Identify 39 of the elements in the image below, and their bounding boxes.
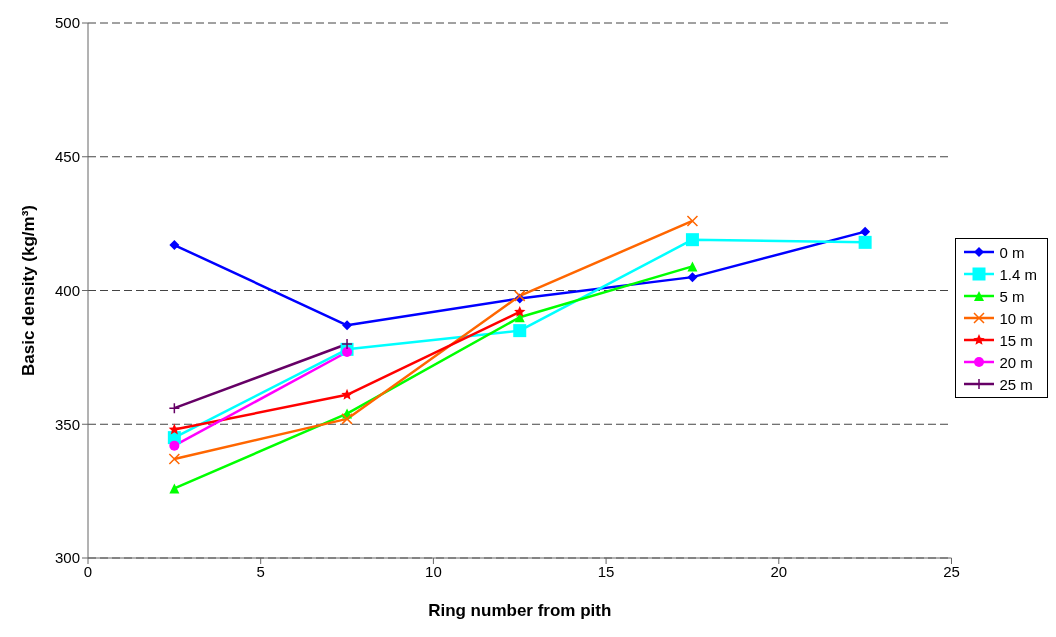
x-tick-label: 0: [83, 562, 93, 580]
legend-label: 25 m: [999, 375, 1033, 393]
point: [168, 402, 181, 414]
legend-label: 15 m: [999, 331, 1033, 349]
point: [341, 338, 353, 350]
point: [687, 261, 698, 272]
point: [342, 347, 353, 358]
y-tick-label: 400: [54, 281, 80, 299]
y-tick-label: 500: [54, 14, 80, 32]
point: [687, 272, 698, 283]
legend-label: 1.4 m: [999, 265, 1037, 283]
x-tick-label: 10: [425, 562, 442, 580]
y-tick-label: 450: [54, 148, 80, 166]
y-tick-label: 300: [54, 549, 80, 567]
point: [513, 324, 527, 338]
x-tick-label: 5: [256, 562, 265, 580]
point: [860, 226, 871, 237]
x-tick-label: 15: [597, 562, 615, 580]
x-tick-label: 20: [770, 562, 788, 580]
point: [686, 215, 699, 227]
point: [169, 483, 180, 494]
legend-label: 0 m: [999, 243, 1025, 261]
x-axis-title: Ring number from pith: [428, 601, 612, 620]
legend-label: 10 m: [999, 309, 1033, 327]
point: [858, 235, 872, 249]
point: [169, 240, 180, 251]
point: [168, 423, 181, 435]
point: [341, 413, 353, 425]
x-tick-label: 25: [943, 562, 960, 580]
point: [169, 440, 180, 451]
legend-label: 20 m: [999, 353, 1033, 371]
y-tick-label: 350: [54, 415, 80, 433]
point: [514, 305, 526, 317]
point: [341, 388, 353, 400]
y-axis-title: Basic density (kg/m³): [19, 205, 39, 376]
point: [342, 320, 353, 331]
point: [685, 233, 699, 247]
legend-label: 5 m: [999, 287, 1025, 305]
point: [168, 453, 181, 465]
